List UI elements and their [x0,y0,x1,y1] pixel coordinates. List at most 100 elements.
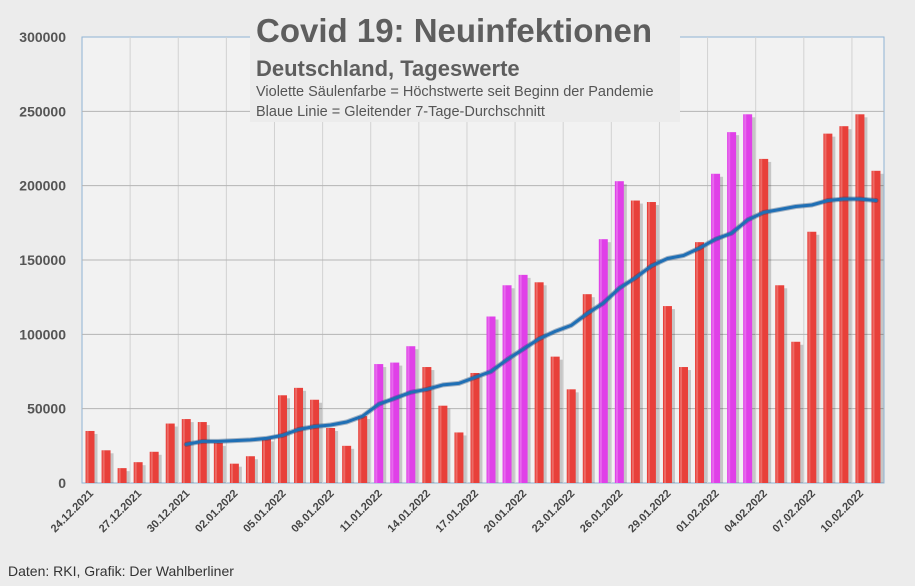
x-tick-label: 24.12.2021 [49,488,96,535]
bar-highlight [263,438,266,483]
bar-highlight [824,133,827,483]
bar-highlight [455,432,458,483]
bar [197,422,207,483]
source-credit: Daten: RKI, Grafik: Der Wahlberliner [8,563,234,579]
bar-highlight [182,419,185,483]
bar-highlight [214,442,217,483]
bar-highlight [808,231,811,483]
bar [823,133,833,483]
y-tick-label: 0 [58,475,66,491]
bar [165,423,175,483]
bar [695,242,705,483]
bar [566,389,576,483]
record-bar [406,346,416,483]
record-bar [598,239,608,483]
bar [326,427,336,483]
bar-highlight [247,456,249,483]
bar [807,231,817,483]
bar-highlight [712,173,715,484]
record-bar [502,285,512,483]
bar [855,114,865,483]
y-tick-label: 200000 [19,178,66,194]
bar [229,463,239,483]
bar [791,341,801,483]
bar-highlight [391,362,394,483]
record-bar [390,362,400,483]
x-tick-label: 04.02.2022 [722,488,769,535]
moving-average-line [183,196,879,447]
record-bar [486,316,496,483]
record-bar [743,114,753,483]
bar [181,419,191,483]
bar [646,202,656,483]
bar [679,367,688,483]
x-axis-ticks: 24.12.2021 27.12.2021 30.12.2021 02.01.2022… [49,488,866,535]
x-tick-label: 27.12.2021 [97,488,144,535]
x-tick-label: 10.02.2022 [819,488,866,535]
x-tick-label: 17.01.2022 [434,488,481,535]
bar [213,442,223,483]
bar-highlight [311,399,314,483]
bar [438,405,448,483]
bars [85,114,884,484]
bar-highlight [327,427,330,483]
x-tick-label: 30.12.2021 [145,488,192,535]
record-bar [518,274,528,483]
record-bar [711,173,721,484]
chart-title: Covid 19: Neuinfektionen [256,12,653,49]
bar-highlight [102,450,105,483]
bar [422,367,432,483]
bar-highlight [439,405,442,483]
x-tick-label: 20.01.2022 [482,488,529,535]
bar-highlight [567,389,570,483]
bar [839,126,849,483]
bar [310,399,320,483]
bar [101,450,111,483]
bar-highlight [680,367,683,483]
bar [149,451,159,483]
bar [630,200,640,484]
bar-highlight [776,285,779,483]
bar [85,430,95,483]
x-tick-label: 02.01.2022 [193,488,240,535]
bar-highlight [134,462,137,483]
bar [470,372,480,483]
bar [278,395,287,483]
x-tick-label: 29.01.2022 [626,488,673,535]
x-tick-label: 08.01.2022 [289,488,336,535]
bar-highlight [535,282,538,483]
bar [245,456,255,483]
x-tick-label: 05.01.2022 [241,488,288,535]
bar [342,445,352,483]
bar [662,306,672,483]
bar-highlight [519,274,522,483]
bar-highlight [343,445,346,483]
bar-highlight [487,316,490,483]
moving-average-line-path [184,197,878,446]
bar [261,438,271,483]
bar-highlight [150,451,153,483]
y-tick-label: 300000 [19,29,66,45]
bar [117,468,127,483]
bar-highlight [696,242,699,483]
y-tick-label: 250000 [19,103,66,119]
bar-highlight [423,367,426,483]
bar [534,282,544,483]
record-bar [374,364,384,483]
bar-highlight [118,468,121,483]
bar-highlight [407,346,410,483]
bar [133,462,143,483]
bar-highlight [583,294,586,483]
bar [582,294,592,483]
bar-highlight [631,200,634,484]
bar-highlight [840,126,843,483]
bar [775,285,785,483]
bar-highlight [230,463,233,483]
y-axis-ticks: 0 50000 100000 150000 200000 250000 300000 [19,29,66,491]
bar-highlight [503,285,506,483]
chart-subtitle: Deutschland, Tageswerte [256,56,520,81]
title-background [250,10,680,122]
bar [454,432,464,483]
bar-highlight [86,430,89,483]
bar-highlight [198,422,201,483]
